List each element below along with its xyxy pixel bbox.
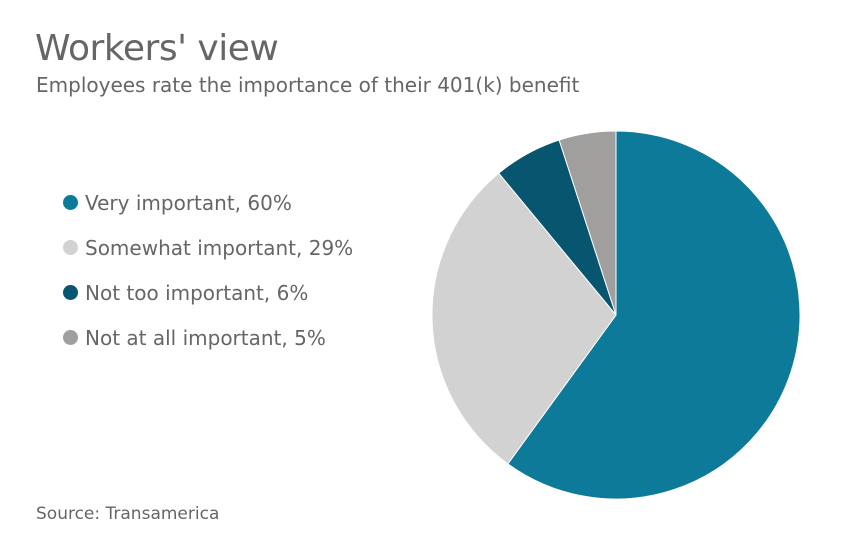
legend-swatch [63,285,78,300]
legend-swatch [63,240,78,255]
chart-subtitle: Employees rate the importance of their 4… [36,73,580,97]
legend-swatch [63,330,78,345]
legend-item: Not too important, 6% [63,270,353,315]
legend: Very important, 60% Somewhat important, 2… [63,180,353,360]
legend-label: Not at all important, 5% [85,325,326,350]
legend-label: Somewhat important, 29% [85,235,354,260]
legend-item: Somewhat important, 29% [63,225,353,270]
legend-item: Not at all important, 5% [63,315,353,360]
legend-item: Very important, 60% [63,180,353,225]
pie-slice-not-at-all-important [558,130,617,316]
legend-swatch [63,195,78,210]
legend-label: Very important, 60% [85,190,292,215]
chart-title: Workers' view [35,28,279,69]
pie-slice-somewhat-important [431,172,617,465]
pie-slice-very-important [507,130,801,500]
legend-label: Not too important, 6% [85,280,309,305]
source-note: Source: Transamerica [36,504,220,524]
